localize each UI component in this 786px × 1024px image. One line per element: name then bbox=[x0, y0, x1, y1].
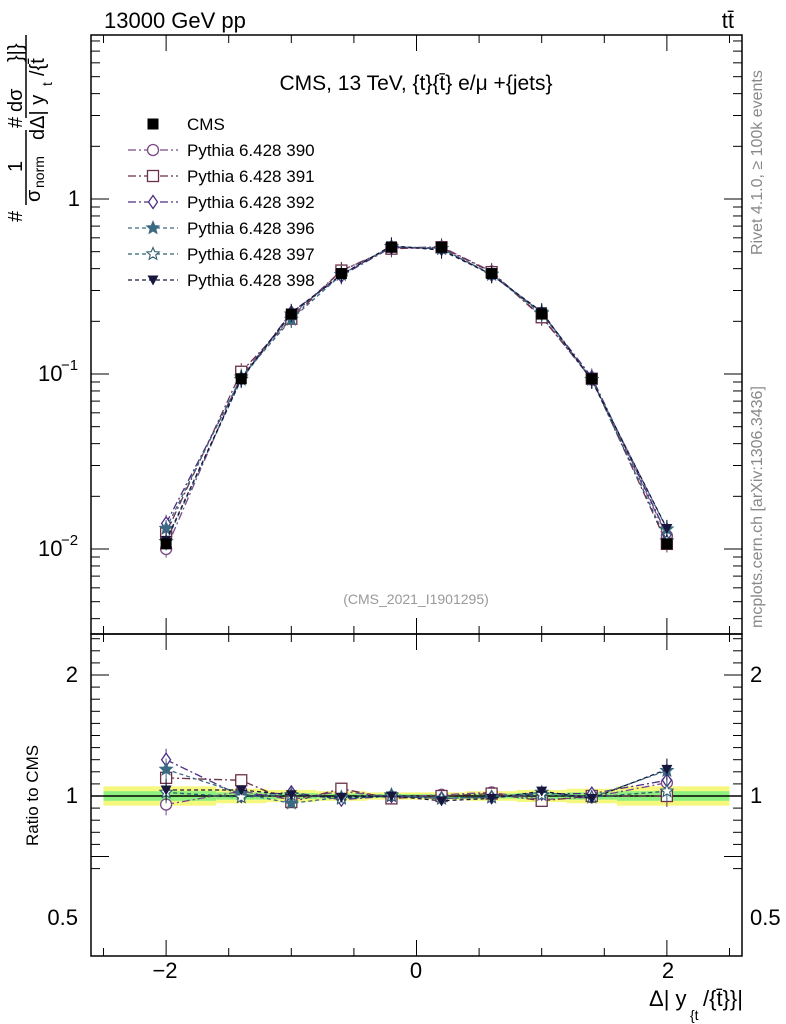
ratio-y-axis-label: Ratio to CMS bbox=[23, 745, 42, 846]
legend: CMS Pythia 6.428 390 Pythia 6.428 391 Pythi… bbox=[128, 115, 315, 290]
ylabel-dsigma: dσ bbox=[5, 88, 27, 112]
x-axis-label: Δ| y {t /{t̄}}| bbox=[649, 986, 743, 1023]
legend-marker-5 bbox=[147, 275, 159, 286]
top-y-axis-label: # 1 σ norm # dσ dΔ| y t /{t̄ }|} bbox=[5, 35, 55, 222]
legend-marker-4 bbox=[145, 246, 161, 261]
ratio-point-5 bbox=[235, 785, 247, 796]
legend-label-5: Pythia 6.428 398 bbox=[187, 271, 315, 290]
ytick-label-exp2: −2 bbox=[61, 532, 78, 549]
series-line-1 bbox=[165, 246, 668, 545]
cms-data-point bbox=[536, 308, 548, 320]
legend-marker-cms bbox=[147, 118, 159, 130]
ratio-point-5 bbox=[285, 790, 297, 801]
axis-ticks bbox=[91, 35, 742, 956]
series-line-2 bbox=[165, 246, 668, 535]
ratio-y-ticklabels: 2 1 0.5 2 1 0.5 bbox=[47, 662, 780, 930]
legend-label-1: Pythia 6.428 391 bbox=[187, 167, 315, 186]
xtick-label-2: 2 bbox=[662, 958, 674, 983]
series-line-5 bbox=[165, 245, 668, 541]
top-panel-series bbox=[158, 237, 675, 558]
ratio-tick-1-left: 1 bbox=[66, 783, 78, 808]
ylabel-tbar: /{t̄ bbox=[27, 58, 49, 76]
ratio-panel-series bbox=[158, 748, 675, 816]
ratio-point-5 bbox=[335, 792, 347, 803]
cms-data-point bbox=[586, 373, 598, 385]
ratio-point-5 bbox=[586, 793, 598, 804]
ratio-point-5 bbox=[661, 764, 673, 775]
legend-marker-0 bbox=[146, 143, 160, 157]
ratio-tick-2-left: 2 bbox=[66, 662, 78, 687]
series-point-3 bbox=[158, 520, 174, 535]
ratio-point-3 bbox=[283, 795, 299, 810]
xtick-label-m2: −2 bbox=[152, 958, 177, 983]
cms-data-point bbox=[661, 538, 673, 550]
legend-marker-3 bbox=[145, 220, 161, 235]
source-label: mcplots.cern.ch [arXiv:1306.3436] bbox=[749, 386, 766, 628]
ylabel-sigma: σ bbox=[23, 189, 45, 202]
ratio-point-5 bbox=[536, 786, 548, 797]
ratio-point-1 bbox=[235, 774, 248, 787]
legend-label-cms: CMS bbox=[187, 115, 225, 134]
legend-label-4: Pythia 6.428 397 bbox=[187, 245, 315, 264]
cms-data-point bbox=[335, 268, 347, 280]
legend-label-2: Pythia 6.428 392 bbox=[187, 193, 315, 212]
legend-label-0: Pythia 6.428 390 bbox=[187, 141, 315, 160]
legend-marker-1 bbox=[146, 169, 160, 183]
x-ticklabels: −2 0 2 bbox=[152, 958, 674, 983]
beam-label: 13000 GeV pp bbox=[104, 8, 246, 33]
legend-label-3: Pythia 6.428 396 bbox=[187, 219, 315, 238]
ratio-tick-05-right: 0.5 bbox=[750, 905, 781, 930]
legend-marker-2 bbox=[147, 194, 159, 210]
ratio-line-4 bbox=[166, 790, 667, 800]
xtick-label-0: 0 bbox=[410, 958, 422, 983]
ratio-tick-05-left: 0.5 bbox=[47, 905, 78, 930]
cms-data-point bbox=[486, 268, 498, 280]
ylabel-norm: norm bbox=[31, 156, 47, 188]
xlabel-tail: /{t̄}}| bbox=[703, 986, 743, 1011]
ylabel-hash1: # bbox=[5, 210, 27, 222]
ytick-label-10a: 10 bbox=[38, 361, 62, 386]
top-y-ticklabels: 1 10 −1 10 −2 bbox=[38, 186, 80, 561]
ratio-point-5 bbox=[436, 796, 448, 807]
cms-data-point bbox=[285, 308, 297, 320]
ratio-point-5 bbox=[385, 791, 397, 802]
ytick-label-10b: 10 bbox=[38, 536, 62, 561]
series-line-0 bbox=[165, 246, 668, 550]
series-line-4 bbox=[165, 245, 668, 543]
xlabel-main: Δ| y bbox=[649, 986, 687, 1011]
ylabel-ddelta: dΔ| y bbox=[27, 95, 49, 140]
ratio-point-4 bbox=[659, 783, 675, 798]
ratio-line-5 bbox=[166, 768, 668, 802]
ylabel-one: 1 bbox=[5, 161, 27, 172]
xlabel-sub: {t bbox=[690, 1007, 699, 1023]
ytick-label-1: 1 bbox=[68, 186, 80, 211]
ratio-point-5 bbox=[160, 785, 172, 796]
cms-data-point bbox=[235, 373, 247, 385]
ratio-tick-1-right: 1 bbox=[750, 783, 762, 808]
process-label: tt̄ bbox=[722, 8, 734, 33]
ratio-point-5 bbox=[486, 793, 498, 804]
series-point-5 bbox=[661, 523, 673, 534]
ratio-tick-2-right: 2 bbox=[750, 662, 762, 687]
cms-data-point bbox=[385, 241, 397, 253]
ylabel-hash2: # bbox=[5, 116, 27, 128]
rivet-label: Rivet 4.1.0, ≥ 100k events bbox=[749, 70, 766, 255]
ytick-label-exp1: −1 bbox=[61, 357, 78, 374]
ratio-point-4 bbox=[233, 789, 249, 804]
ratio-point-3 bbox=[158, 761, 174, 776]
ylabel-close: }|} bbox=[5, 43, 27, 62]
analysis-tag: (CMS_2021_I1901295) bbox=[343, 591, 489, 607]
plot-title: CMS, 13 TeV, {t}{t̄} e/μ +{jets} bbox=[279, 72, 552, 95]
cms-data-point bbox=[160, 538, 172, 550]
ylabel-t: t bbox=[39, 82, 55, 86]
cms-data-point bbox=[436, 241, 448, 253]
